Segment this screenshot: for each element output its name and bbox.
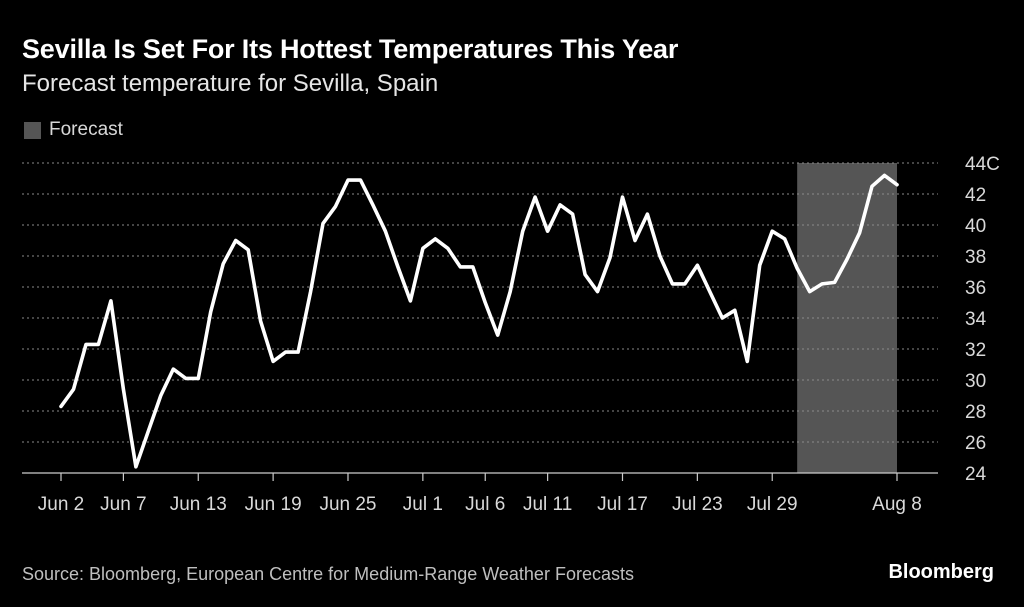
y-tick-label: 32: [965, 340, 986, 361]
forecast-legend-label: Forecast: [49, 119, 123, 140]
temperature-line: [59, 173, 899, 469]
chart-subtitle: Forecast temperature for Sevilla, Spain: [22, 70, 439, 97]
y-tick-label: 40: [965, 216, 986, 237]
x-tick-label: Jun 13: [170, 494, 227, 515]
y-tick-label: 38: [965, 247, 986, 268]
x-tick-label: Jul 17: [597, 494, 648, 515]
chart-title: Sevilla Is Set For Its Hottest Temperatu…: [22, 34, 679, 64]
y-tick-label: 26: [965, 433, 986, 454]
forecast-legend-swatch: [24, 121, 41, 139]
x-tick-label: Jun 7: [100, 494, 146, 515]
x-tick-label: Jul 29: [747, 494, 798, 515]
y-tick-label: 30: [965, 371, 986, 392]
source-note: Source: Bloomberg, European Centre for M…: [22, 564, 634, 584]
x-tick-label: Jul 1: [403, 494, 443, 515]
legend: Forecast: [24, 119, 123, 141]
x-tick-label: Jun 25: [319, 494, 376, 515]
y-tick-label: 36: [965, 278, 986, 299]
x-tick-label: Jul 23: [672, 494, 723, 515]
y-tick-label: 44C: [965, 154, 1000, 175]
y-tick-label: 34: [965, 309, 987, 330]
x-tick-label: Jul 6: [465, 494, 505, 515]
x-tick-label: Aug 8: [872, 494, 922, 515]
x-tick-label: Jun 19: [245, 494, 302, 515]
y-tick-label: 24: [965, 464, 987, 485]
x-tick-label: Jul 11: [523, 494, 572, 515]
y-tick-label: 28: [965, 402, 986, 423]
bloomberg-logo: Bloomberg: [888, 561, 994, 583]
x-tick-label: Jun 2: [38, 494, 84, 515]
y-tick-label: 42: [965, 185, 986, 206]
